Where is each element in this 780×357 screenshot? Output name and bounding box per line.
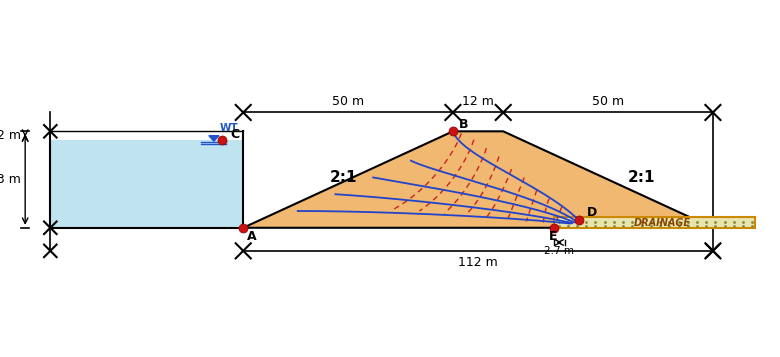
Bar xyxy=(554,217,755,228)
Text: B: B xyxy=(459,118,469,131)
Text: A: A xyxy=(247,230,257,242)
Polygon shape xyxy=(243,131,713,228)
Text: 2.7 m: 2.7 m xyxy=(544,246,574,256)
Text: 50 m: 50 m xyxy=(332,95,364,108)
Text: 23 m: 23 m xyxy=(0,173,21,186)
Text: 2:1: 2:1 xyxy=(628,170,655,185)
Text: 112 m: 112 m xyxy=(458,256,498,269)
Text: E: E xyxy=(549,230,558,242)
Text: WT: WT xyxy=(220,123,239,133)
Polygon shape xyxy=(209,136,219,141)
Text: D: D xyxy=(587,206,597,219)
Text: 2:1: 2:1 xyxy=(330,170,357,185)
Text: 50 m: 50 m xyxy=(592,95,624,108)
Text: 12 m: 12 m xyxy=(462,95,494,108)
Polygon shape xyxy=(51,140,243,228)
Text: C: C xyxy=(231,129,239,141)
Text: 2 m: 2 m xyxy=(0,129,21,142)
Text: DRAINAGE: DRAINAGE xyxy=(634,217,691,227)
